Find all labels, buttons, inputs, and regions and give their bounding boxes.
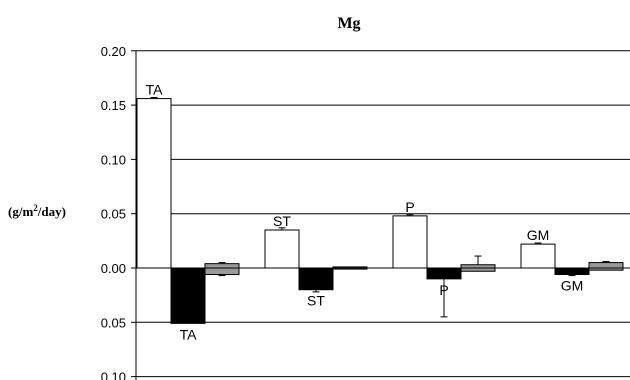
data-label: GM (561, 278, 584, 294)
bar (588, 262, 624, 269)
bar (426, 267, 462, 280)
y-axis-label-main: (g/m (8, 204, 33, 219)
bar (520, 243, 556, 269)
y-axis-label: (g/m2/day) (8, 203, 66, 219)
data-labels: TA TA ST ST P P GM GM (146, 82, 584, 343)
bar (298, 267, 334, 291)
data-label: ST (273, 213, 291, 229)
y-tick-label: 0.05 (101, 207, 126, 222)
bar (264, 229, 300, 269)
data-label: P (439, 282, 448, 298)
data-label: GM (527, 227, 550, 243)
y-axis-label-superscript: 2 (33, 203, 38, 213)
y-tick-label: 0.15 (101, 98, 126, 113)
data-label: TA (146, 82, 164, 98)
bar (204, 263, 240, 269)
y-tick-label: 0.05 (101, 315, 126, 330)
data-label: ST (307, 293, 325, 309)
error-bars (150, 96, 610, 318)
y-axis-label-tail: /day) (37, 204, 66, 219)
y-tick-label: 0.00 (101, 261, 126, 276)
gridlines (136, 50, 630, 378)
bar (554, 267, 590, 276)
chart-title: Mg (337, 15, 360, 32)
y-tick-label: 0.10 (101, 370, 126, 380)
y-tick-label: 0.10 (101, 152, 126, 167)
data-label: P (405, 199, 414, 215)
bar (170, 267, 206, 324)
bar (136, 98, 172, 269)
y-ticks: 0.20 0.15 0.10 0.05 0.00 0.05 0.10 (101, 44, 136, 380)
bar (392, 215, 428, 269)
bars (136, 98, 624, 324)
bar (204, 267, 240, 276)
y-tick-label: 0.20 (101, 44, 126, 59)
data-label: TA (180, 326, 198, 342)
